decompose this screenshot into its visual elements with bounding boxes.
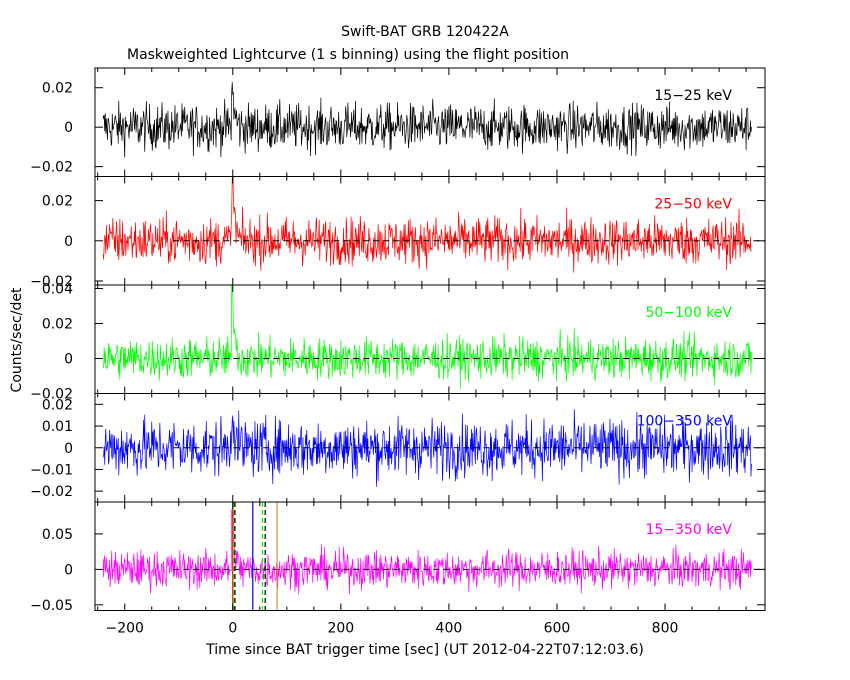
x-tick-label: 800 (652, 621, 679, 637)
chart-title: Swift-BAT GRB 120422A (341, 24, 509, 40)
y-tick-label: −0.05 (30, 598, 73, 614)
band-label: 15−350 keV (645, 522, 732, 538)
y-tick-label: 0.02 (42, 317, 73, 333)
panel-50-100-kev: −0.02 0 0.02 0.04 50−100 keV (30, 282, 766, 403)
y-tick-label: 0.02 (42, 194, 73, 210)
y-tick-label: −0.02 (30, 160, 73, 176)
x-tick-label: 600 (544, 621, 571, 637)
panel-25-50-kev: −0.02 0 0.02 25−50 keV (30, 176, 766, 290)
panel-frame (94, 501, 766, 611)
y-tick-label: 0.02 (42, 81, 73, 97)
chart-subtitle: Maskweighted Lightcurve (1 s binning) us… (127, 47, 569, 63)
panel-15-25-kev: −0.02 0 0.02 15−25 keV (30, 67, 766, 177)
panel-frame (94, 284, 766, 394)
band-label: 25−50 keV (654, 197, 732, 213)
panel-100-350-kev: −0.02 −0.01 0 0.01 0.02 100−350 keV (30, 393, 766, 503)
y-tick-label: −0.02 (30, 274, 73, 290)
y-tick-label: −0.01 (30, 462, 73, 478)
x-tick-label: 400 (436, 621, 463, 637)
x-tick-label: −200 (105, 621, 143, 637)
x-axis-label: Time since BAT trigger time [sec] (UT 20… (205, 642, 644, 658)
series-line (102, 82, 752, 158)
y-tick-label: 0 (64, 352, 73, 368)
x-tick-label: 0 (228, 621, 237, 637)
band-label: 50−100 keV (645, 305, 732, 321)
y-tick-label: 0 (64, 120, 73, 136)
y-tick-label: −0.02 (30, 484, 73, 500)
y-axis-label: Counts/sec/det (9, 287, 25, 392)
series-line (102, 285, 752, 390)
y-tick-label: 0.02 (42, 397, 73, 413)
y-tick-label: 0.04 (42, 282, 73, 298)
series-line (102, 176, 752, 273)
series-line (102, 409, 752, 487)
y-tick-label: −0.02 (30, 387, 73, 403)
x-tick-label: 200 (327, 621, 354, 637)
y-tick-label: 0 (64, 234, 73, 250)
y-tick-label: 0 (64, 562, 73, 578)
y-tick-label: 0.01 (42, 419, 73, 435)
band-label: 15−25 keV (654, 88, 732, 104)
band-label: 100−350 keV (637, 414, 733, 430)
series-line (102, 509, 752, 595)
y-tick-label: 0.05 (42, 527, 73, 543)
panel-15-350-kev: −0.05 0 0.05 15−350 keV (30, 501, 766, 614)
y-tick-label: 0 (64, 441, 73, 457)
